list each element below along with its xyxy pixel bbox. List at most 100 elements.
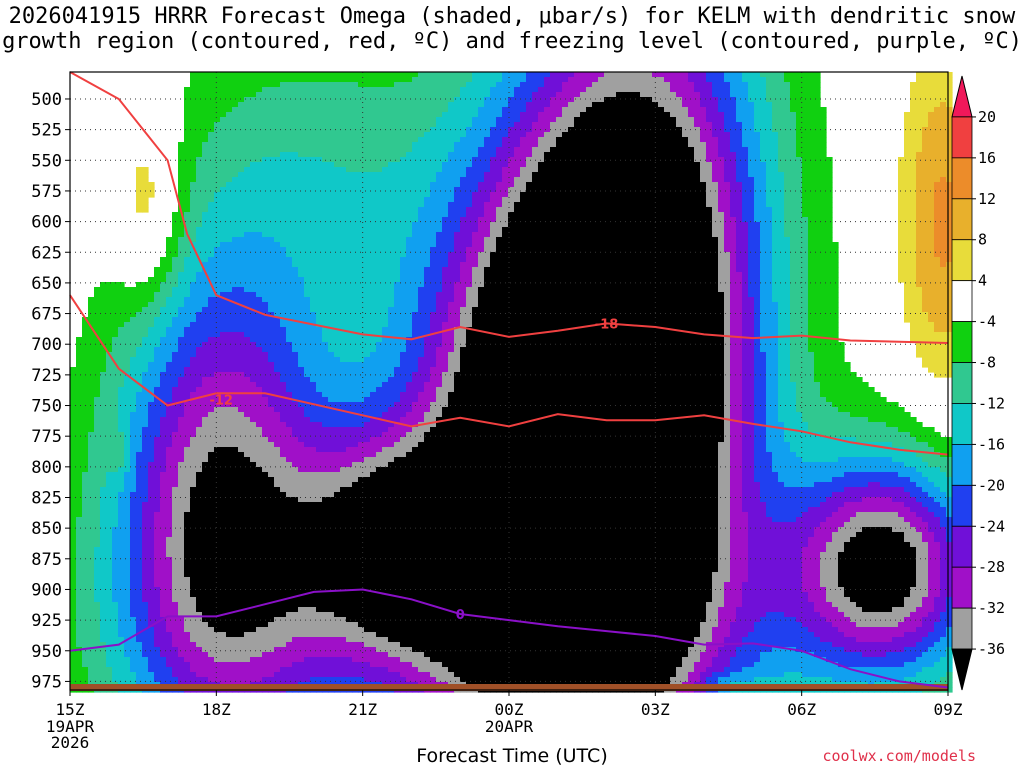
omega-cell (214, 492, 221, 498)
omega-cell (166, 532, 173, 538)
omega-cell (166, 407, 173, 413)
omega-cell (148, 507, 155, 513)
omega-cell (76, 592, 83, 598)
omega-cell (346, 82, 353, 88)
omega-cell (322, 452, 329, 458)
omega-cell (310, 347, 317, 353)
omega-cell (184, 547, 191, 553)
omega-cell (136, 392, 143, 398)
omega-cell (238, 232, 245, 238)
omega-cell (286, 132, 293, 138)
omega-cell (256, 227, 263, 233)
omega-cell (316, 117, 323, 123)
omega-cell (178, 142, 185, 148)
omega-cell (82, 627, 89, 633)
omega-cell (298, 677, 305, 683)
omega-cell (298, 132, 305, 138)
omega-cell (88, 617, 95, 623)
omega-cell (190, 652, 197, 658)
omega-cell (274, 382, 281, 388)
omega-cell (202, 122, 209, 128)
omega-cell (226, 637, 233, 643)
omega-cell (202, 597, 209, 603)
omega-cell (190, 72, 197, 78)
omega-cell (256, 447, 263, 453)
omega-cell (208, 297, 215, 303)
omega-cell (256, 442, 263, 448)
omega-cell (238, 97, 245, 103)
omega-cell (166, 377, 173, 383)
omega-cell (118, 572, 125, 578)
omega-cell (238, 432, 245, 438)
omega-cell (208, 532, 215, 538)
omega-cell (328, 342, 335, 348)
omega-cell (244, 347, 251, 353)
omega-cell (286, 527, 293, 533)
omega-cell (196, 237, 203, 243)
omega-cell (100, 537, 107, 543)
omega-cell (328, 447, 335, 453)
omega-cell (172, 382, 179, 388)
omega-cell (208, 142, 215, 148)
omega-cell (268, 107, 275, 113)
omega-cell (310, 632, 317, 638)
omega-cell (310, 562, 317, 568)
omega-cell (172, 332, 179, 338)
omega-cell (238, 647, 245, 653)
omega-cell (76, 672, 83, 678)
omega-cell (280, 102, 287, 108)
omega-cell (340, 452, 347, 458)
omega-cell (286, 252, 293, 258)
omega-cell (160, 357, 167, 363)
omega-cell (310, 117, 317, 123)
omega-cell (82, 572, 89, 578)
omega-cell (232, 487, 239, 493)
omega-cell (316, 137, 323, 143)
omega-cell (214, 147, 221, 153)
omega-cell (208, 662, 215, 668)
omega-cell (82, 327, 89, 333)
omega-cell (340, 207, 347, 213)
omega-cell (244, 417, 251, 423)
omega-cell (232, 452, 239, 458)
omega-cell (250, 507, 257, 513)
omega-cell (304, 462, 311, 468)
omega-cell (100, 542, 107, 548)
omega-cell (274, 97, 281, 103)
omega-cell (202, 652, 209, 658)
omega-cell (304, 197, 311, 203)
omega-cell (100, 602, 107, 608)
omega-cell (232, 582, 239, 588)
omega-cell (256, 562, 263, 568)
omega-cell (346, 297, 353, 303)
omega-cell (136, 402, 143, 408)
omega-cell (286, 402, 293, 408)
omega-cell (136, 652, 143, 658)
omega-cell (316, 332, 323, 338)
omega-cell (232, 632, 239, 638)
omega-cell (148, 502, 155, 508)
omega-cell (334, 162, 341, 168)
omega-cell (94, 592, 101, 598)
omega-cell (298, 127, 305, 133)
omega-cell (340, 132, 347, 138)
omega-cell (334, 632, 341, 638)
omega-cell (334, 567, 341, 573)
omega-cell (184, 322, 191, 328)
omega-cell (112, 432, 119, 438)
omega-cell (196, 562, 203, 568)
omega-cell (94, 602, 101, 608)
omega-cell (124, 317, 131, 323)
omega-cell (88, 477, 95, 483)
omega-cell (220, 602, 227, 608)
omega-cell (118, 407, 125, 413)
omega-cell (268, 397, 275, 403)
omega-cell (154, 342, 161, 348)
omega-cell (70, 377, 77, 383)
omega-cell (328, 422, 335, 428)
omega-cell (166, 332, 173, 338)
omega-cell (106, 407, 113, 413)
omega-cell (232, 357, 239, 363)
omega-cell (130, 357, 137, 363)
omega-cell (316, 307, 323, 313)
